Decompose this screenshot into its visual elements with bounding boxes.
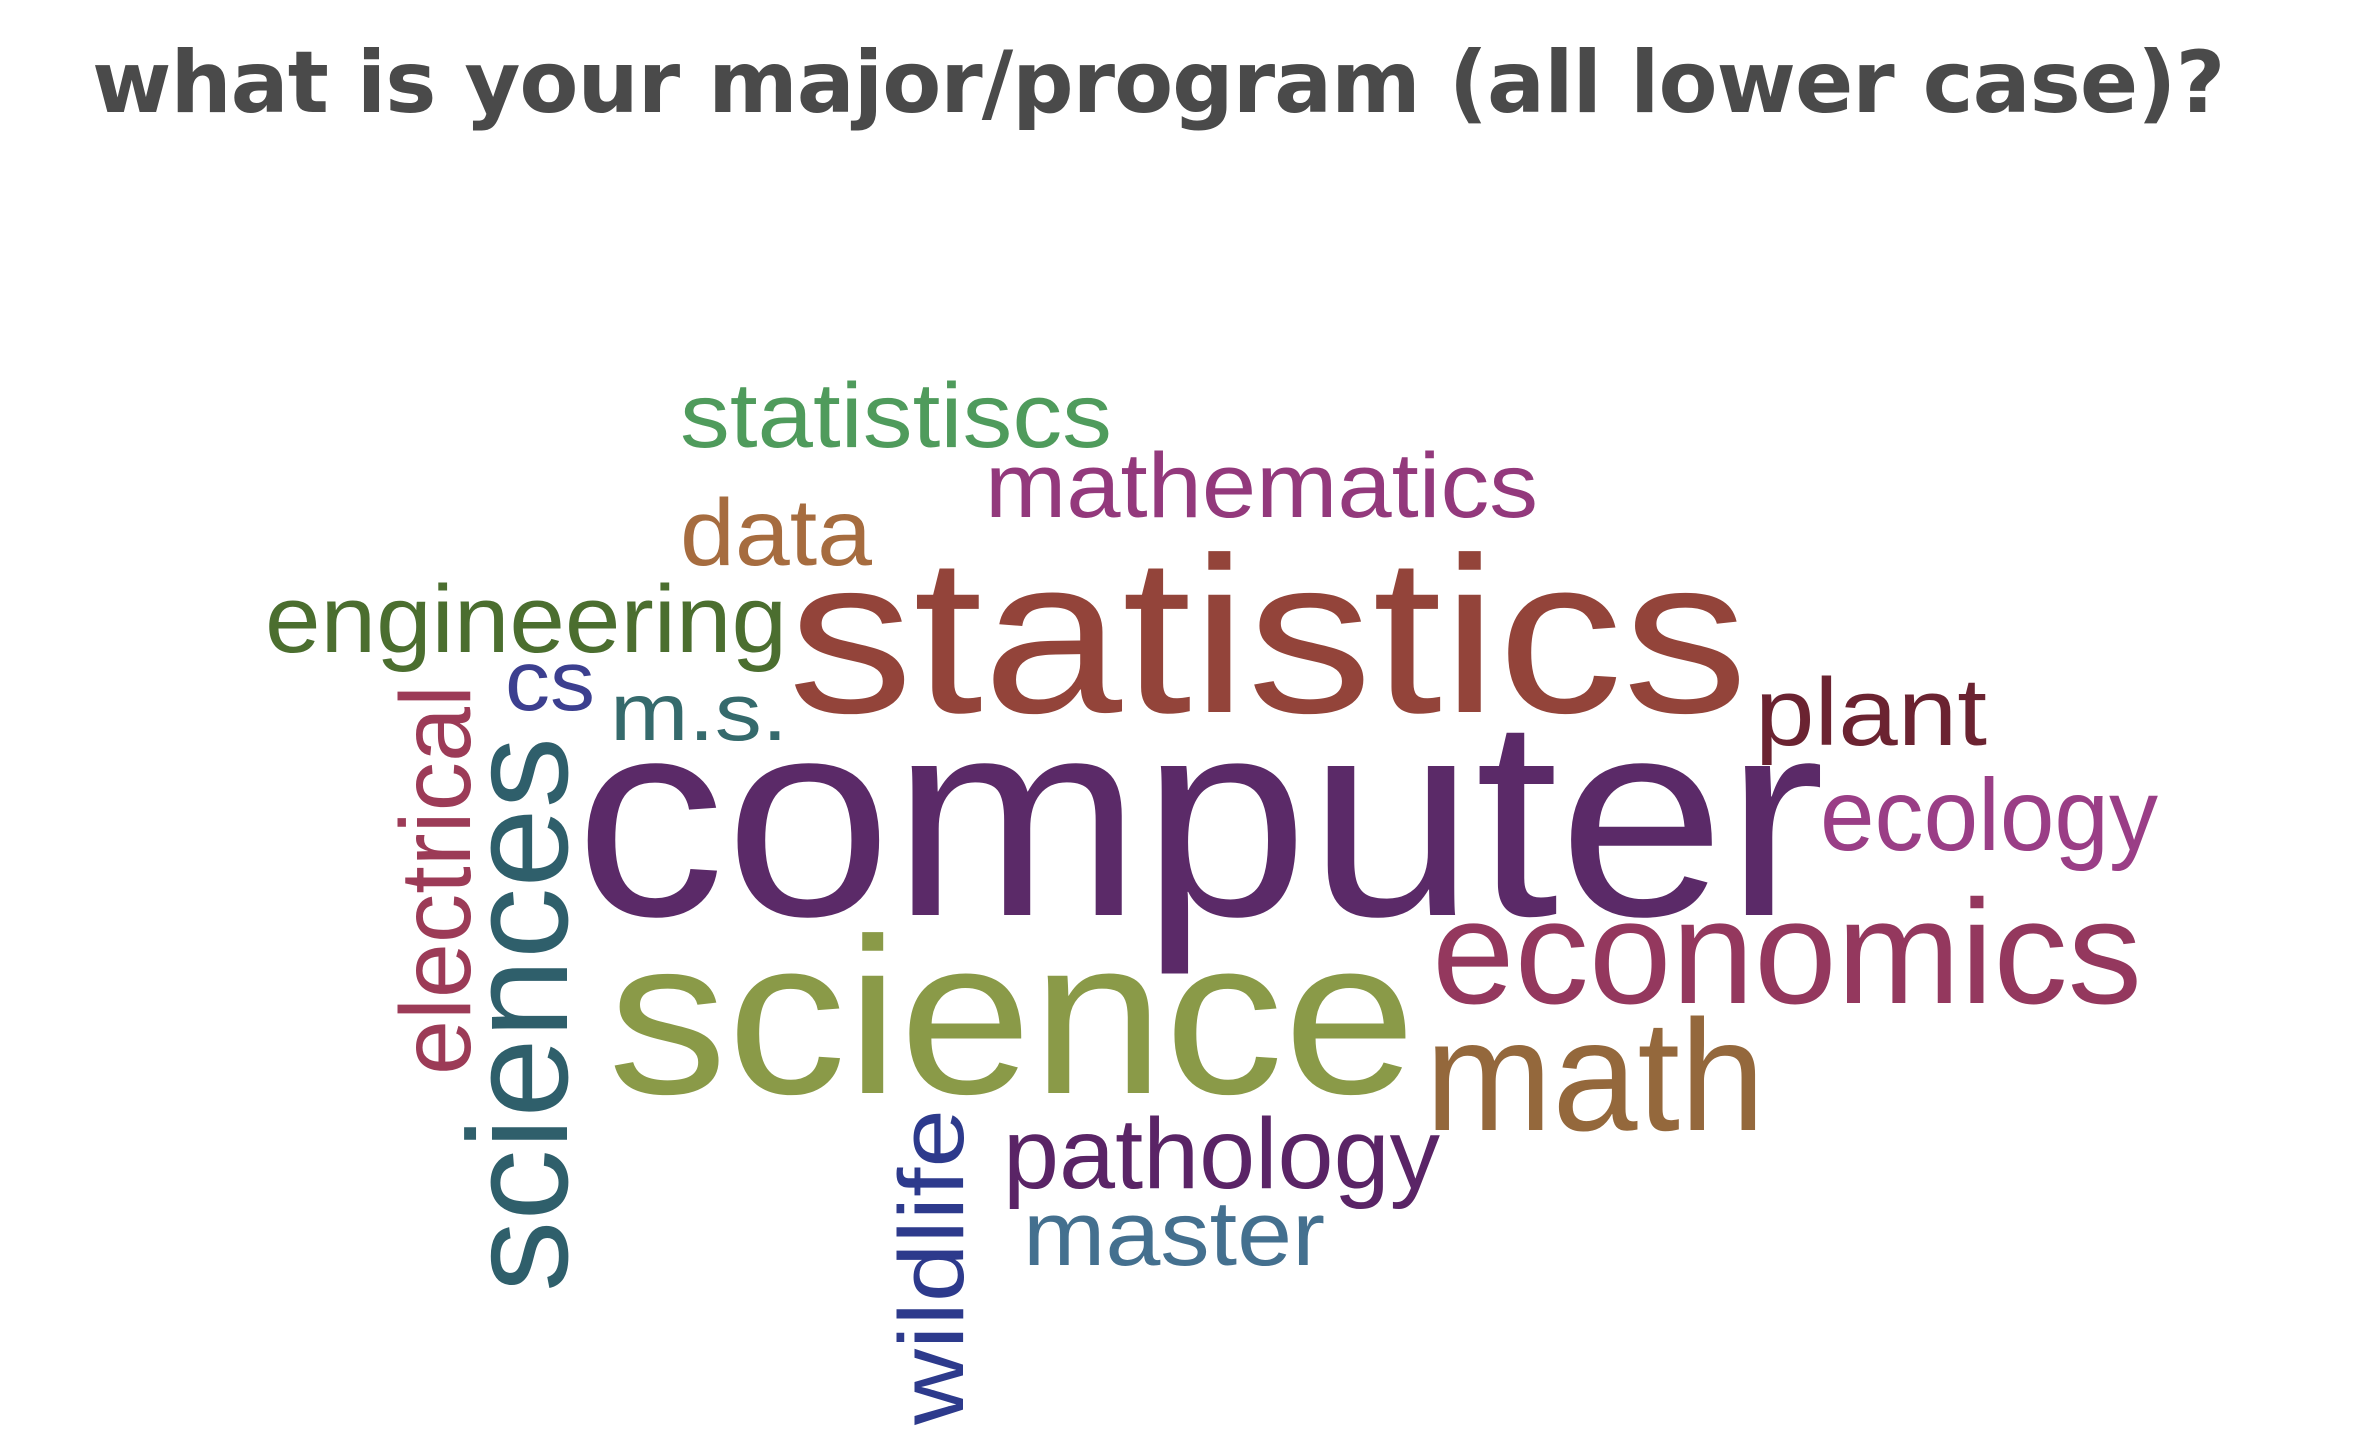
word-plant: plant — [1755, 659, 1987, 766]
word-economics: economics — [1432, 870, 2142, 1035]
word-m-s: m.s. — [610, 667, 788, 758]
word-statistiscs: statistiscs — [680, 365, 1112, 467]
word-ecology: ecology — [1820, 758, 2158, 872]
word-math: math — [1425, 988, 1765, 1164]
word-sciences: sciences — [439, 737, 598, 1292]
word-computer: computer — [575, 660, 1825, 977]
word-cs: cs — [505, 634, 595, 729]
word-master: master — [1023, 1183, 1325, 1285]
word-science: science — [608, 893, 1416, 1141]
word-pathology: pathology — [1003, 1098, 1440, 1210]
word-statistics: statistics — [788, 512, 1748, 760]
question-title: what is your major/program (all lower ca… — [92, 33, 2225, 133]
word-wildlife: wildlife — [881, 1109, 983, 1426]
word-data: data — [680, 480, 872, 586]
word-electrical: electrical — [380, 685, 492, 1075]
word-engineering: engineering — [265, 566, 787, 673]
word-mathematics: mathematics — [985, 435, 1538, 537]
